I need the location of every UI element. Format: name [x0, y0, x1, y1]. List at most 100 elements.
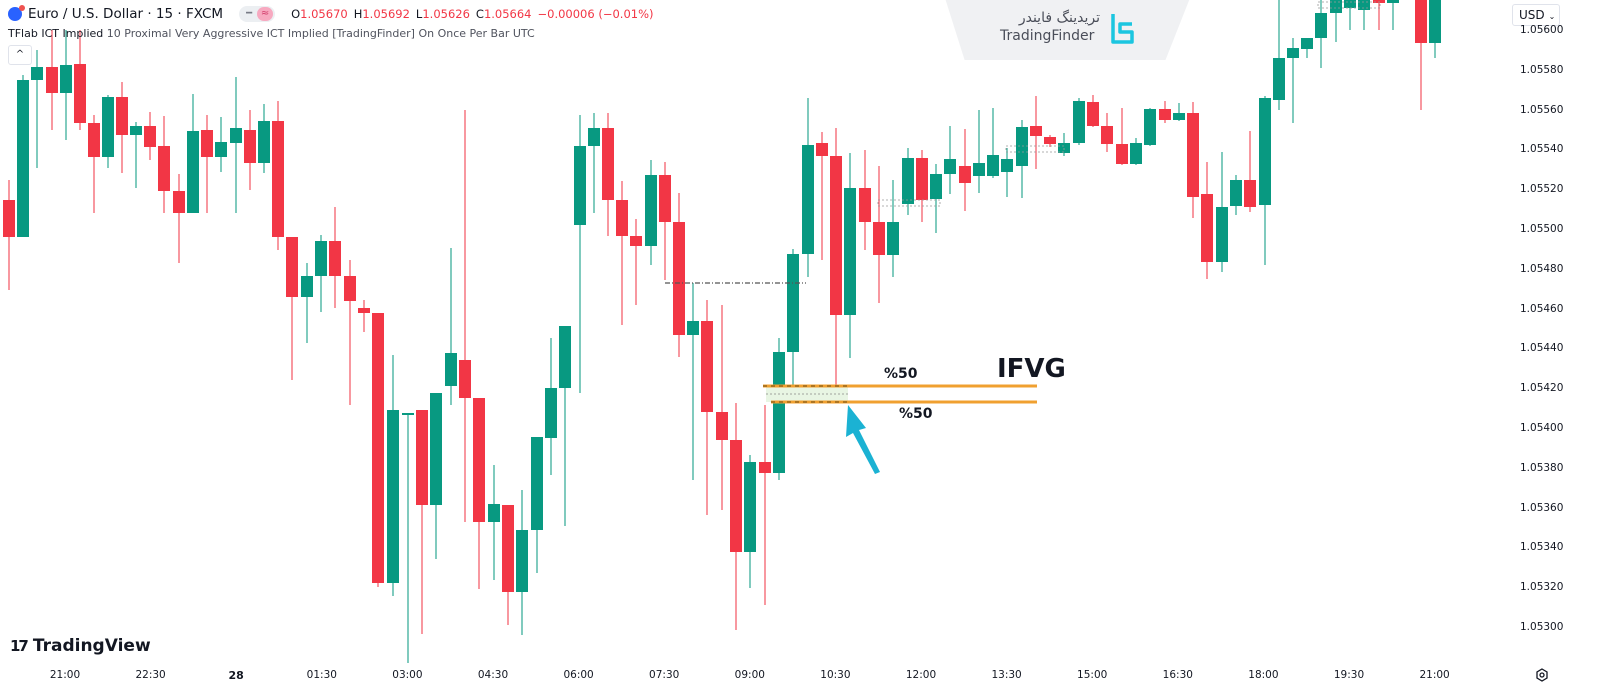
price-tick-label: 1.05360: [1520, 501, 1564, 514]
candle: [574, 115, 586, 393]
candle: [959, 129, 971, 211]
candle: [1187, 102, 1199, 218]
visibility-pill[interactable]: ━ ≈: [239, 6, 276, 22]
candle: [588, 113, 600, 213]
candle: [744, 455, 756, 588]
symbol-title[interactable]: Euro / U.S. Dollar · 15 · FXCM: [28, 6, 224, 22]
candle: [916, 150, 928, 222]
candle: [759, 405, 771, 605]
candle: [387, 355, 399, 596]
candle: [602, 113, 614, 236]
candle: [1244, 131, 1256, 212]
time-tick-label: 21:00: [49, 669, 81, 681]
candle: [1415, 0, 1427, 110]
candle: [944, 126, 956, 194]
candle: [1058, 133, 1070, 156]
candle: [716, 305, 728, 510]
candle: [616, 181, 628, 325]
candle: [1173, 103, 1185, 121]
time-tick-label: 18:00: [1248, 669, 1279, 681]
candle: [516, 490, 528, 635]
price-tick-label: 1.05600: [1520, 24, 1564, 36]
candle: [372, 313, 384, 587]
price-tick-label: 1.05500: [1520, 223, 1564, 235]
candle: [1287, 38, 1299, 123]
candle: [173, 174, 185, 263]
candle: [459, 110, 471, 522]
watermark-persian: تریدینگ فایندر: [1018, 10, 1100, 26]
candle: [301, 263, 313, 343]
ohlc-values: O1.05670 H1.05692 L1.05626 C1.05664 −0.0…: [291, 7, 653, 21]
candle: [1130, 138, 1142, 165]
time-tick-label: 28: [228, 669, 244, 682]
candle: [116, 82, 128, 173]
candle: [1073, 98, 1085, 145]
price-tick-label: 1.05540: [1520, 143, 1564, 156]
candles-layer: [3, 0, 1441, 663]
candle: [559, 326, 571, 526]
candle: [630, 219, 642, 305]
collapse-legend-button[interactable]: ^: [8, 45, 32, 65]
candle: [1030, 96, 1042, 169]
candle: [687, 283, 699, 480]
candle: [473, 398, 485, 589]
watermark-badge: [945, 0, 1190, 60]
candle: [187, 94, 199, 213]
candle: [130, 122, 142, 188]
candle: [315, 235, 327, 312]
time-tick-label: 16:30: [1162, 669, 1193, 681]
candle: [802, 98, 814, 277]
time-tick-label: 03:00: [392, 669, 423, 681]
indicator-legend[interactable]: TFlab ICT Implied 10 Proximal Very Aggre…: [8, 27, 535, 40]
candle: [987, 108, 999, 178]
price-tick-label: 1.05400: [1520, 422, 1564, 434]
candle: [1001, 148, 1013, 197]
candle: [545, 338, 557, 475]
candle: [102, 95, 114, 168]
candle: [887, 180, 899, 277]
minus-icon[interactable]: ━: [246, 8, 253, 19]
candle: [244, 110, 256, 190]
candle: [1230, 175, 1242, 215]
wave-icon[interactable]: ≈: [257, 7, 274, 21]
tradingview-mark-icon: 17: [10, 637, 29, 655]
candle: [286, 237, 298, 380]
low-label: L: [415, 7, 423, 21]
settings-gear-icon[interactable]: [1535, 668, 1549, 682]
eurusd-flag-icon: [8, 5, 25, 21]
candle: [1273, 0, 1285, 110]
indicator-name[interactable]: TFlab ICT Implied: [8, 27, 104, 40]
candle: [830, 128, 842, 400]
open-value: 1.05670: [300, 7, 348, 21]
lower-fifty-label: %50: [899, 406, 933, 422]
price-tick-label: 1.05580: [1520, 63, 1564, 76]
candle: [930, 164, 942, 233]
candle: [1301, 38, 1313, 58]
candle: [230, 77, 242, 213]
candle: [1087, 95, 1099, 127]
candle: [1358, 0, 1370, 30]
low-value: 1.05626: [422, 7, 470, 21]
candle: [272, 101, 284, 250]
price-tick-label: 1.05480: [1520, 262, 1564, 275]
candle: [502, 505, 514, 625]
currency-label: USD: [1519, 8, 1545, 22]
candle: [488, 465, 500, 580]
tradingview-logo[interactable]: 17 TradingView: [10, 636, 151, 656]
candle: [1101, 113, 1113, 152]
candle: [31, 50, 43, 168]
tradingview-wordmark: TradingView: [32, 636, 151, 656]
currency-selector[interactable]: USD ⌄: [1512, 4, 1560, 26]
candle: [445, 248, 457, 405]
candle: [1259, 96, 1271, 265]
time-tick-label: 12:00: [905, 669, 937, 681]
chevron-down-icon: ⌄: [1548, 12, 1556, 21]
time-tick-label: 22:30: [135, 669, 166, 681]
close-label: C: [475, 7, 484, 21]
price-tick-label: 1.05380: [1520, 461, 1564, 474]
candle: [787, 249, 799, 393]
candle: [416, 410, 428, 634]
candle: [1315, 0, 1327, 68]
time-tick-label: 13:30: [991, 669, 1022, 681]
